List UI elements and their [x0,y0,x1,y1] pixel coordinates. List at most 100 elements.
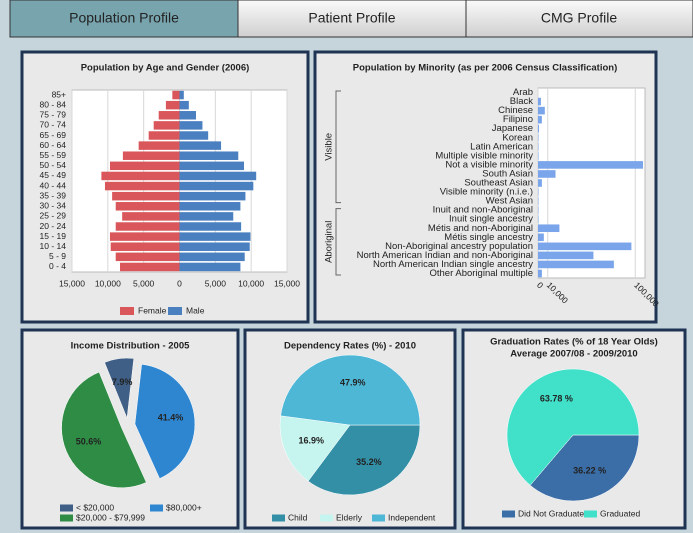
y-tick-label: Métis single ancestry [444,232,533,243]
y-tick-label: 35 - 39 [40,190,67,200]
x-tick-label: 15,000 [59,278,85,288]
legend-label: $20,000 - $79,999 [76,512,145,522]
group-bracket [335,208,341,276]
bar [122,212,180,221]
x-tick-label: 0 [177,278,182,288]
bar [538,97,541,106]
y-tick-label: Latin American [470,141,533,152]
y-tick-label: Non-Aboriginal ancestry population [385,241,533,252]
bar [538,124,539,133]
bar [538,251,594,260]
bar [538,179,542,187]
bar [109,232,180,241]
tab[interactable] [465,0,693,38]
bar [538,233,544,242]
legend-swatch [272,514,285,522]
bar [538,224,560,233]
y-tick-label: 80 - 84 [40,99,67,109]
legend-label: Child [288,512,308,522]
tab-label[interactable]: Patient Profile [308,10,395,26]
bar [112,191,180,201]
y-tick-label: North American Indian and non-Aboriginal [357,250,533,261]
y-tick-label: Inuit and non-Aboriginal [433,205,533,216]
legend-swatch [502,510,515,518]
y-tick-label: 70 - 74 [40,120,67,130]
legend-swatch [150,504,163,512]
pie-slice [104,357,135,419]
bar [115,222,180,231]
legend-swatch [320,514,333,522]
bar [138,141,180,150]
y-tick-label: 25 - 29 [40,211,67,221]
pie-slice [61,371,147,489]
y-tick-label: Métis and non-Aboriginal [428,223,533,234]
legend-swatch [60,504,73,512]
bar [179,111,196,120]
y-tick-label: 0 - 4 [49,261,66,271]
y-tick-label: Multiple visible minority [435,150,533,161]
tab[interactable] [237,0,467,38]
y-tick-label: Japanese [492,123,533,134]
legend-swatch [168,307,182,315]
bar [538,170,556,178]
bar [179,171,257,181]
bar [172,90,180,100]
y-tick-label: 55 - 59 [40,150,67,160]
x-tick-label: 0 [535,280,546,291]
tab-active[interactable] [9,0,239,38]
bar [179,121,203,130]
legend-label: Did Not Graduate [518,508,584,518]
bar [179,262,241,272]
y-tick-label: 20 - 24 [40,221,67,231]
pie-slice [134,364,196,479]
bar [110,242,180,251]
bar [179,191,246,201]
group-label: Aboriginal [324,221,335,263]
x-tick-label: 10,000 [95,278,121,288]
tab-label[interactable]: CMG Profile [541,10,617,26]
pie-slice [307,424,421,496]
legend-label: Independent [388,512,436,522]
y-tick-label: Visible minority (n.i.e.) [440,187,533,198]
slice-label: 47.9% [340,377,366,387]
bar [101,171,180,181]
legend-label: $80,000+ [166,502,202,512]
group-label: Visible [324,133,335,161]
slice-label: 16.9% [299,436,325,446]
y-tick-label: 60 - 64 [40,140,67,150]
y-tick-label: 65 - 69 [40,130,67,140]
bar [179,252,245,262]
y-tick-label: 75 - 79 [40,110,67,120]
y-tick-label: 10 - 14 [40,241,67,251]
bar [179,222,242,231]
bar [179,90,184,100]
legend-label: < $20,000 [76,502,114,512]
tab-label[interactable]: Population Profile [69,10,179,26]
y-tick-label: Arab [513,87,533,98]
bar [179,141,222,150]
bar [122,151,180,160]
legend-label: Elderly [336,512,363,522]
y-tick-label: 30 - 34 [40,201,67,211]
legend-swatch [120,307,134,315]
slice-label: 35.2% [356,457,382,467]
x-tick-label: 15,000 [274,278,300,288]
legend-swatch [584,510,597,518]
bar [179,232,251,241]
y-tick-label: North American Indian single ancestry [373,259,533,270]
pie-slice [529,434,640,502]
slice-label: 50.6% [76,436,102,446]
x-tick-label: 5,000 [205,278,227,288]
bar [158,111,180,120]
pie-slice [506,368,640,486]
bar [538,242,632,251]
y-tick-label: Chinese [498,105,533,116]
legend-label: Male [186,305,205,315]
y-tick-label: Korean [502,132,533,143]
bar [115,202,180,211]
bar [120,262,180,272]
panel-subtitle: Average 2007/08 - 2009/2010 [510,349,637,360]
panel-title: Population by Minority (as per 2006 Cens… [353,63,617,74]
panel-title: Population by Age and Gender (2006) [81,63,250,74]
